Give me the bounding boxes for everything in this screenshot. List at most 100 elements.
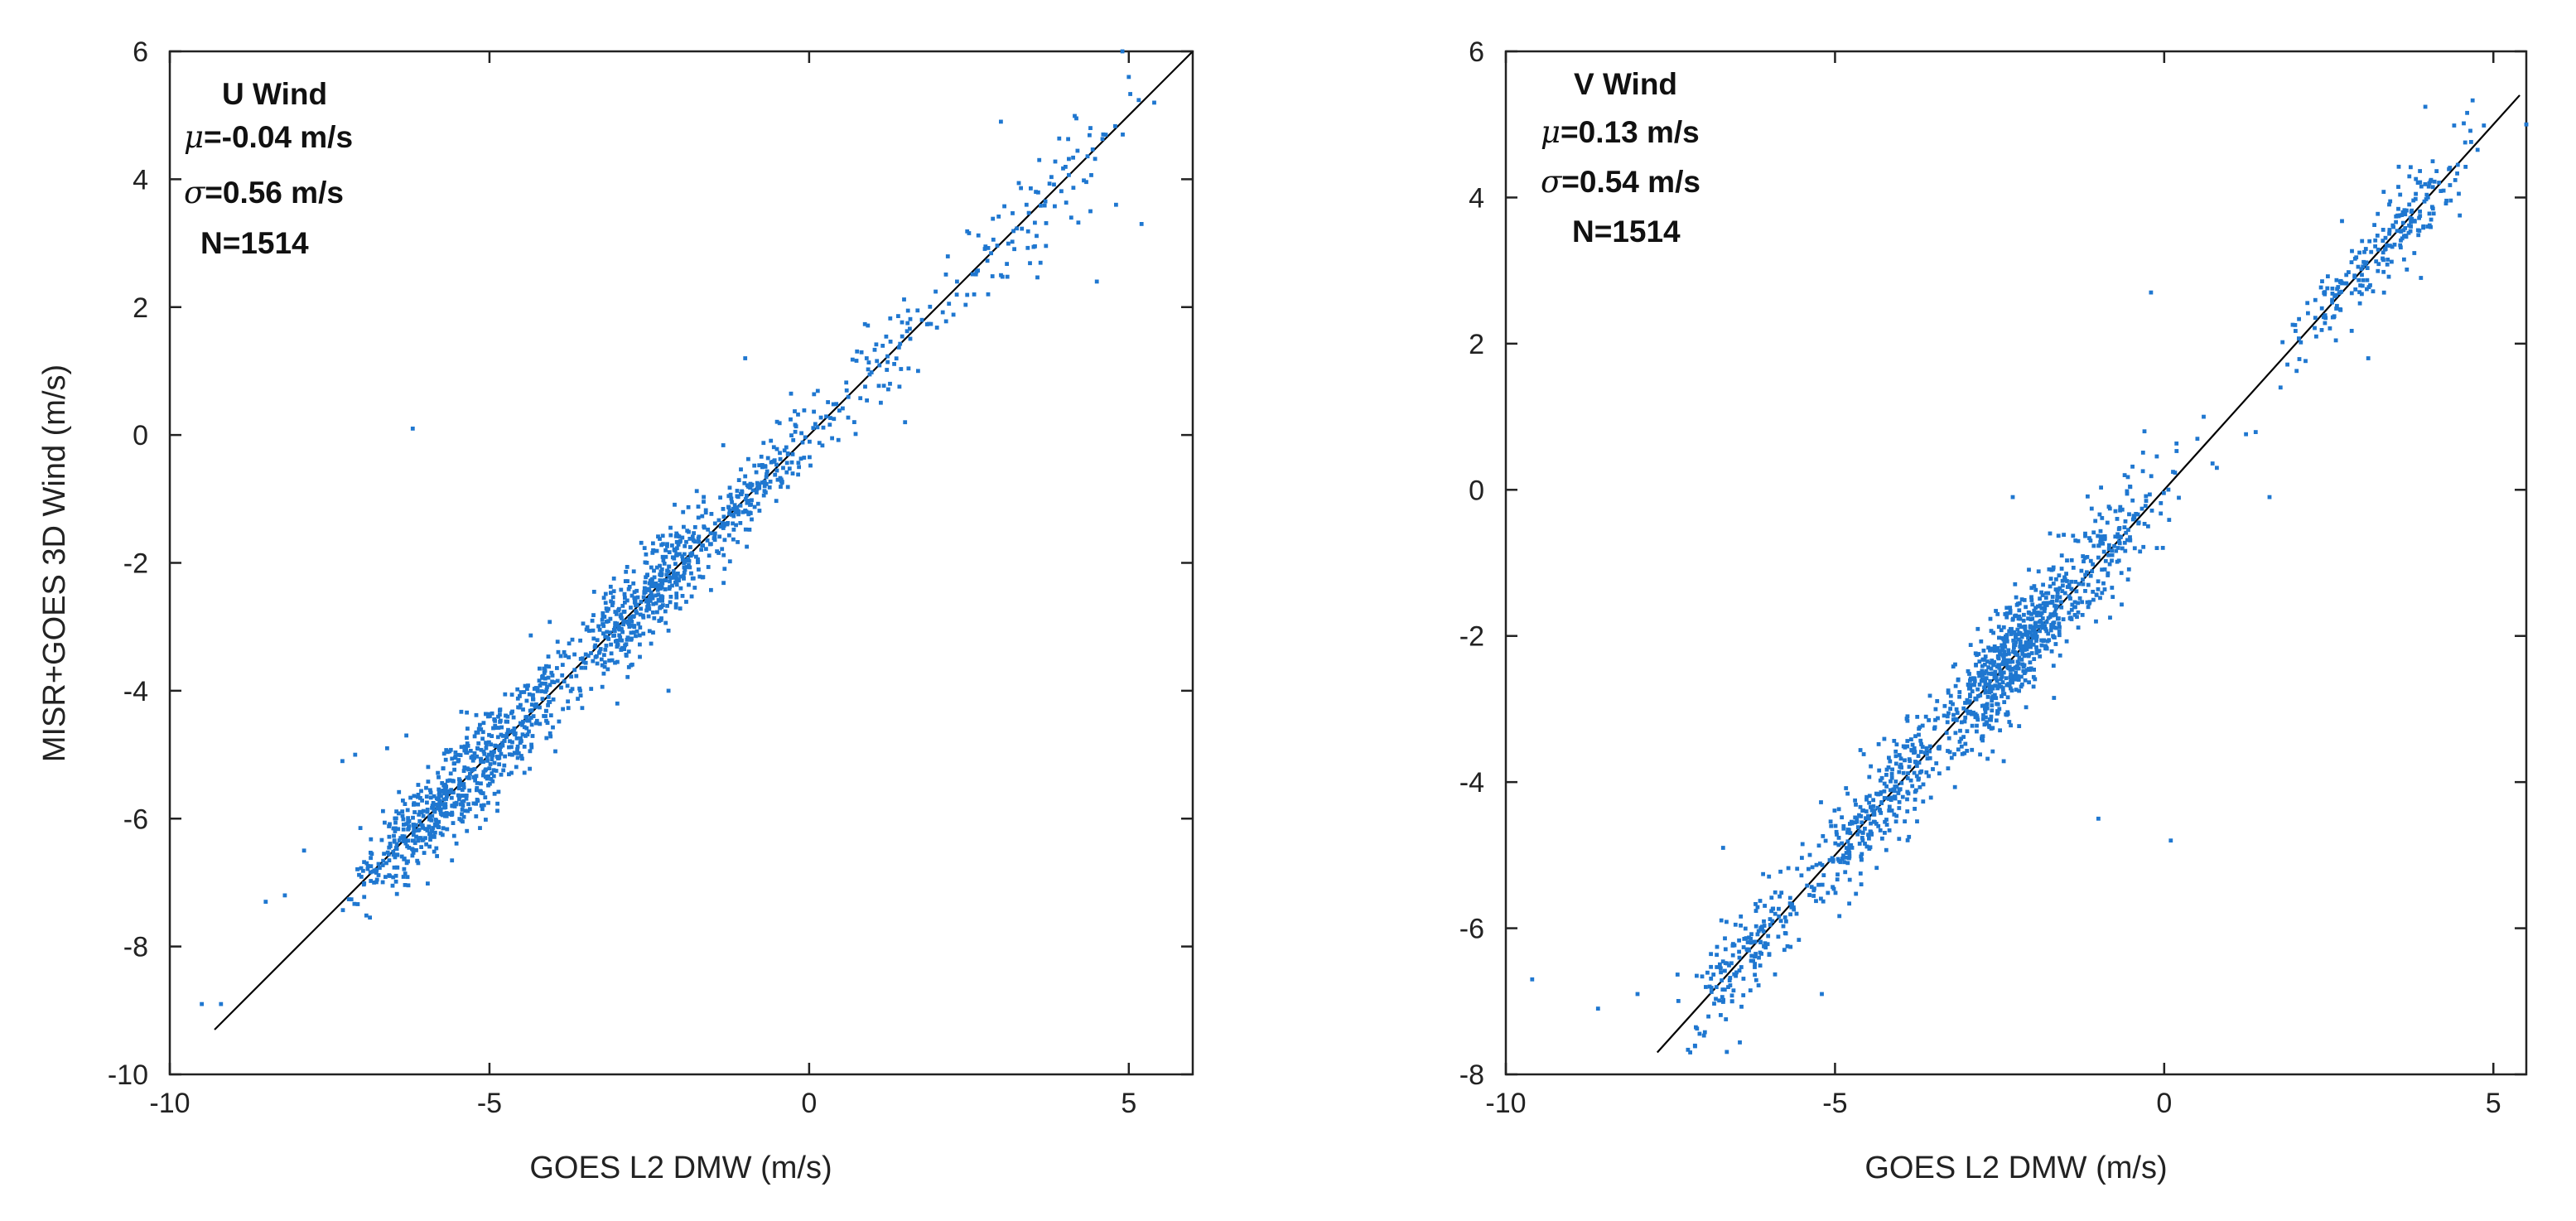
v-wind-data-point (1905, 718, 1910, 723)
v-wind-data-point (1962, 750, 1967, 755)
u-wind-data-point (797, 465, 801, 470)
u-wind-data-point (656, 534, 660, 539)
v-wind-data-point (2383, 235, 2388, 240)
v-wind-data-point (2280, 340, 2285, 345)
u-wind-data-point (727, 508, 732, 513)
v-wind-data-point (2044, 645, 2048, 650)
v-wind-data-point (1807, 852, 1812, 857)
v-wind-data-point (2362, 249, 2366, 254)
u-wind-data-point (475, 746, 480, 750)
u-wind-data-point (393, 846, 398, 850)
v-wind-data-point (1946, 766, 1951, 770)
v-wind-data-point (1712, 1001, 1716, 1006)
v-wind-data-point (2057, 621, 2062, 626)
u-wind-data-point (428, 837, 432, 842)
v-wind-data-point (2333, 338, 2338, 343)
v-wind-data-point (2024, 630, 2028, 635)
u-wind-data-point (808, 455, 812, 460)
u-wind-data-point (394, 809, 398, 813)
u-wind-data-point (468, 772, 472, 776)
v-wind-data-point (1910, 784, 1915, 789)
v-wind-data-point (1709, 952, 1713, 957)
v-wind-data-point (1946, 688, 1951, 693)
u-wind-mean-stat: μ=-0.04 m/s (184, 119, 353, 155)
v-wind-data-point (2363, 262, 2367, 267)
v-wind-data-point (2036, 649, 2040, 654)
u-wind-data-point (425, 809, 430, 814)
v-wind-data-point (2040, 593, 2045, 597)
u-wind-data-point (904, 329, 909, 334)
v-wind-data-point (1946, 690, 1951, 695)
v-wind-data-point (1676, 999, 1681, 1003)
v-wind-data-point (2068, 596, 2072, 601)
v-wind-data-point (2174, 449, 2179, 453)
u-wind-data-point (853, 432, 858, 437)
u-wind-data-point (965, 229, 970, 234)
v-wind-data-point (2303, 359, 2308, 364)
u-wind-data-point (440, 802, 445, 806)
v-wind-data-point (1704, 985, 1708, 989)
u-wind-data-point (451, 790, 456, 795)
v-wind-data-point (1909, 737, 1913, 741)
u-wind-data-point (461, 782, 466, 786)
u-wind-data-point (583, 660, 588, 665)
v-wind-data-point (1951, 717, 1956, 722)
u-wind-data-point (646, 604, 651, 609)
u-wind-y-tick-label: 6 (133, 36, 148, 68)
u-wind-data-point (1064, 165, 1068, 169)
u-wind-data-point (720, 547, 725, 552)
v-wind-data-point (2365, 287, 2369, 292)
u-wind-data-point (474, 774, 479, 779)
v-wind-data-point (1724, 1017, 1729, 1021)
u-wind-data-point (702, 495, 706, 499)
u-wind-data-point (684, 565, 689, 569)
u-wind-data-point (651, 610, 655, 615)
u-wind-data-point (736, 478, 741, 482)
v-wind-data-point (2045, 601, 2050, 606)
v-wind-data-point (2027, 652, 2032, 657)
u-wind-data-point (437, 793, 441, 797)
u-wind-data-point (970, 272, 975, 277)
v-wind-data-point (1753, 962, 1757, 966)
u-wind-data-point (697, 574, 702, 579)
u-wind-data-point (908, 336, 913, 341)
u-wind-data-point (634, 609, 639, 614)
v-wind-data-point (1749, 932, 1754, 937)
v-wind-data-point (2119, 571, 2124, 576)
u-wind-data-point (655, 610, 659, 615)
v-wind-data-point (2024, 605, 2028, 610)
u-wind-data-point (365, 866, 370, 871)
u-wind-data-point (673, 605, 678, 610)
u-wind-data-point (774, 462, 779, 467)
v-wind-data-point (1719, 1013, 1723, 1017)
v-wind-data-point (2070, 602, 2075, 607)
v-wind-data-point (1893, 779, 1898, 784)
u-wind-data-point (663, 620, 668, 625)
v-wind-data-point (1912, 770, 1917, 775)
v-wind-data-point (1997, 707, 2002, 712)
u-wind-data-point (528, 749, 533, 754)
u-wind-data-point (470, 768, 475, 773)
v-wind-data-point (2004, 636, 2009, 641)
u-wind-data-point (1005, 262, 1009, 266)
v-wind-data-point (1983, 681, 1988, 686)
u-wind-data-point (416, 838, 420, 843)
u-wind-data-point (1074, 116, 1078, 121)
u-wind-data-point (502, 739, 507, 743)
v-wind-data-point (2089, 506, 2094, 511)
u-wind-data-point (444, 811, 449, 815)
u-wind-data-point (340, 759, 345, 764)
u-wind-data-point (542, 671, 547, 675)
u-wind-data-point (674, 578, 679, 583)
u-wind-data-point (478, 722, 482, 727)
u-wind-data-point (687, 537, 692, 541)
v-wind-data-point (2038, 624, 2043, 629)
u-wind-data-point (558, 654, 563, 659)
u-wind-data-point (486, 800, 490, 805)
v-wind-data-point (1893, 819, 1898, 824)
u-wind-data-point (619, 648, 624, 652)
v-wind-data-point (1723, 961, 1728, 965)
v-wind-data-point (2352, 273, 2357, 278)
u-wind-data-point (634, 603, 638, 608)
v-wind-data-point (2413, 219, 2417, 224)
